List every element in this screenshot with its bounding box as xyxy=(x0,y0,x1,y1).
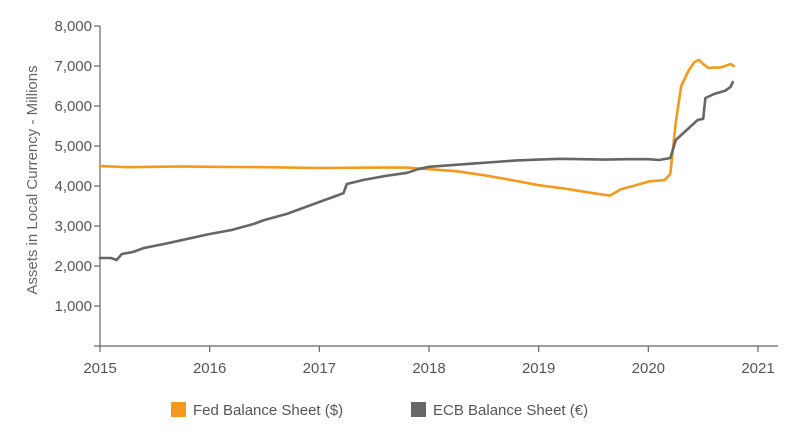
legend-label-fed: Fed Balance Sheet ($) xyxy=(193,402,343,419)
legend-swatch-ecb xyxy=(411,402,426,417)
x-axis-ticks: 2015 2016 2017 2018 2019 2020 2021 xyxy=(83,346,775,377)
x-tick-label: 2019 xyxy=(522,360,555,377)
y-tick-label: 5,000 xyxy=(54,138,92,155)
y-axis-title: Assets in Local Currency - Millions xyxy=(24,65,41,294)
y-tick-label: 8,000 xyxy=(54,18,92,35)
x-tick-label: 2021 xyxy=(741,360,774,377)
x-tick-label: 2015 xyxy=(83,360,116,377)
y-axis-ticks: 1,000 2,000 3,000 4,000 5,000 6,000 7,000 8,000 xyxy=(54,18,100,347)
y-tick-label: 3,000 xyxy=(54,218,92,235)
y-tick-label: 6,000 xyxy=(54,98,92,115)
y-tick-label: 4,000 xyxy=(54,178,92,195)
x-tick-label: 2016 xyxy=(193,360,226,377)
legend: Fed Balance Sheet ($) ECB Balance Sheet (… xyxy=(171,402,588,419)
y-tick-label: 7,000 xyxy=(54,58,92,75)
y-tick-label: 2,000 xyxy=(54,258,92,275)
x-tick-label: 2017 xyxy=(303,360,336,377)
series-line-fed xyxy=(98,58,736,197)
series-line-ecb xyxy=(98,80,735,262)
x-tick-label: 2020 xyxy=(632,360,665,377)
x-tick-label: 2018 xyxy=(412,360,445,377)
y-tick-label: 1,000 xyxy=(54,298,92,315)
series-lines xyxy=(98,58,736,262)
legend-swatch-fed xyxy=(171,402,186,417)
legend-label-ecb: ECB Balance Sheet (€) xyxy=(433,402,588,419)
